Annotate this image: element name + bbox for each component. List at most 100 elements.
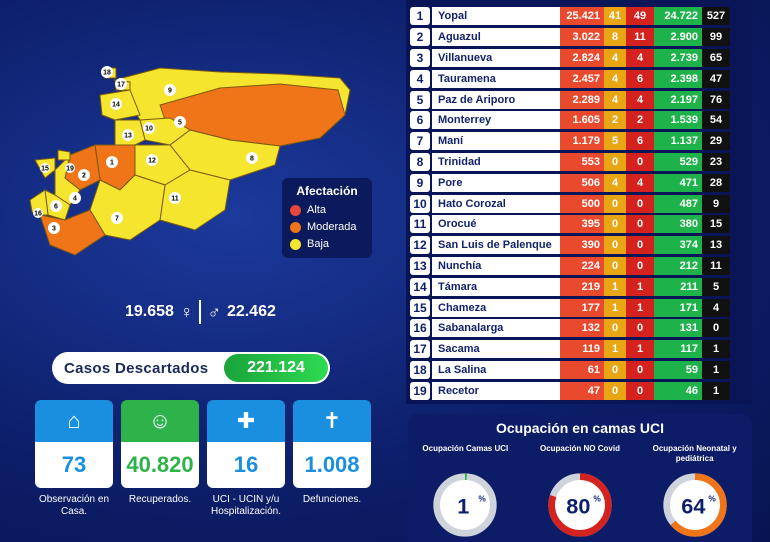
map-region-3[interactable] [39,209,106,256]
table-row[interactable]: 15 Chameza 177 1 1 171 4 [410,297,752,318]
row-fallecidos: 28 [702,173,730,192]
table-row[interactable]: 13 Nunchía 224 0 0 212 11 [410,256,752,277]
table-row[interactable]: 7 Maní 1.179 5 6 1.137 29 [410,131,752,152]
table-row[interactable]: 19 Recetor 47 0 0 46 1 [410,380,752,401]
legend-label: Moderada [307,221,357,233]
row-activos: 0 [626,381,654,400]
row-municipio: Sacama [432,340,560,359]
row-hoy: 1 [604,277,626,296]
table-row[interactable]: 16 Sabanalarga 132 0 0 131 0 [410,318,752,339]
table-row[interactable]: 1 Yopal 25.421 41 49 24.722 527 [410,6,752,27]
card-value: 73 [35,442,113,488]
row-total: 506 [560,173,604,192]
legend-item-moderada: Moderada [290,221,364,233]
row-total: 25.421 [560,7,604,26]
card-defunciones[interactable]: ✝ 1.008 Defunciones. [293,400,371,518]
female-icon: ♀ [179,301,194,322]
row-total: 500 [560,194,604,213]
table-row[interactable]: 11 Orocué 395 0 0 380 15 [410,214,752,235]
map-label-16: 16 [34,211,42,218]
row-hoy: 5 [604,132,626,151]
row-total: 177 [560,298,604,317]
row-recuperados: 2.197 [654,90,702,109]
row-hoy: 4 [604,173,626,192]
card-uci[interactable]: ✚ 16 UCI - UCIN y/u Hospitalización. [207,400,285,518]
female-count: 19.658 [125,303,174,320]
map-label-9: 9 [168,88,172,95]
row-total: 132 [560,319,604,338]
gauge-label: Ocupación Neonatal y pediátrica [652,444,737,463]
table-row[interactable]: 5 Paz de Ariporo 2.289 4 4 2.197 76 [410,89,752,110]
table-row[interactable]: 17 Sacama 119 1 1 117 1 [410,339,752,360]
row-fallecidos: 9 [702,194,730,213]
row-activos: 0 [626,236,654,255]
gauge-fill [662,473,727,537]
table-row[interactable]: 9 Pore 506 4 4 471 28 [410,172,752,193]
row-fallecidos: 5 [702,277,730,296]
row-rank: 9 [410,173,430,192]
row-activos: 0 [626,256,654,275]
table-row[interactable]: 2 Aguazul 3.022 8 11 2.900 99 [410,27,752,48]
gauge-value: 64 [681,493,705,518]
map-region-16[interactable] [29,189,49,216]
table-body: 1 Yopal 25.421 41 49 24.722 527 2 Aguazul 3.022 8 1… [406,6,752,401]
row-rank: 16 [410,319,430,338]
row-activos: 4 [626,48,654,67]
row-recuperados: 1.539 [654,111,702,130]
row-municipio: Tauramena [432,69,560,88]
map-label-19: 19 [66,166,74,173]
row-hoy: 0 [604,360,626,379]
row-rank: 8 [410,152,430,171]
row-recuperados: 2.900 [654,28,702,47]
row-fallecidos: 65 [702,48,730,67]
table-row[interactable]: 4 Tauramena 2.457 4 6 2.398 47 [410,68,752,89]
legend-label: Alta [307,204,326,216]
row-activos: 2 [626,111,654,130]
row-hoy: 0 [604,381,626,400]
row-municipio: Nunchía [432,256,560,275]
row-recuperados: 2.398 [654,69,702,88]
row-municipio: Támara [432,277,560,296]
row-activos: 6 [626,69,654,88]
hospital-icon: ✚ [207,400,285,442]
map-region-19[interactable] [57,149,71,161]
gauge-percent-sign: % [708,494,716,504]
row-activos: 4 [626,173,654,192]
table-row[interactable]: 14 Támara 219 1 1 211 5 [410,276,752,297]
row-rank: 4 [410,69,430,88]
row-total: 61 [560,360,604,379]
card-recuperados[interactable]: ☺ 40.820 Recuperados. [121,400,199,518]
row-hoy: 4 [604,90,626,109]
table-row[interactable]: 8 Trinidad 553 0 0 529 23 [410,152,752,173]
gauge-ring: 64% [662,473,727,537]
card-observacion[interactable]: ⌂ 73 Observación en Casa. [35,400,113,518]
row-recuperados: 171 [654,298,702,317]
map-label-3: 3 [52,226,56,233]
row-fallecidos: 1 [702,381,730,400]
row-activos: 1 [626,277,654,296]
row-recuperados: 211 [654,277,702,296]
map-label-10: 10 [145,126,153,133]
table-row[interactable]: 10 Hato Corozal 500 0 0 487 9 [410,193,752,214]
row-hoy: 1 [604,340,626,359]
region-number-labels: 18 17 14 9 5 10 13 8 12 1 2 11 19 15 4 6… [33,66,258,234]
table-row[interactable]: 12 San Luis de Palenque 390 0 0 374 13 [410,235,752,256]
row-total: 2.289 [560,90,604,109]
gauge-percent-sign: % [593,494,601,504]
row-activos: 0 [626,152,654,171]
row-municipio: Hato Corozal [432,194,560,213]
row-activos: 6 [626,132,654,151]
table-row[interactable]: 6 Monterrey 1.605 2 2 1.539 54 [410,110,752,131]
male-count: 22.462 [226,303,276,320]
row-rank: 10 [410,194,430,213]
map-label-11: 11 [171,196,179,203]
table-row[interactable]: 18 La Salina 61 0 0 59 1 [410,360,752,381]
table-row[interactable]: 3 Villanueva 2.824 4 4 2.739 65 [410,48,752,69]
row-rank: 12 [410,236,430,255]
row-fallecidos: 23 [702,152,730,171]
row-total: 553 [560,152,604,171]
row-total: 1.179 [560,132,604,151]
row-hoy: 41 [604,7,626,26]
row-rank: 13 [410,256,430,275]
map-label-13: 13 [124,133,132,140]
